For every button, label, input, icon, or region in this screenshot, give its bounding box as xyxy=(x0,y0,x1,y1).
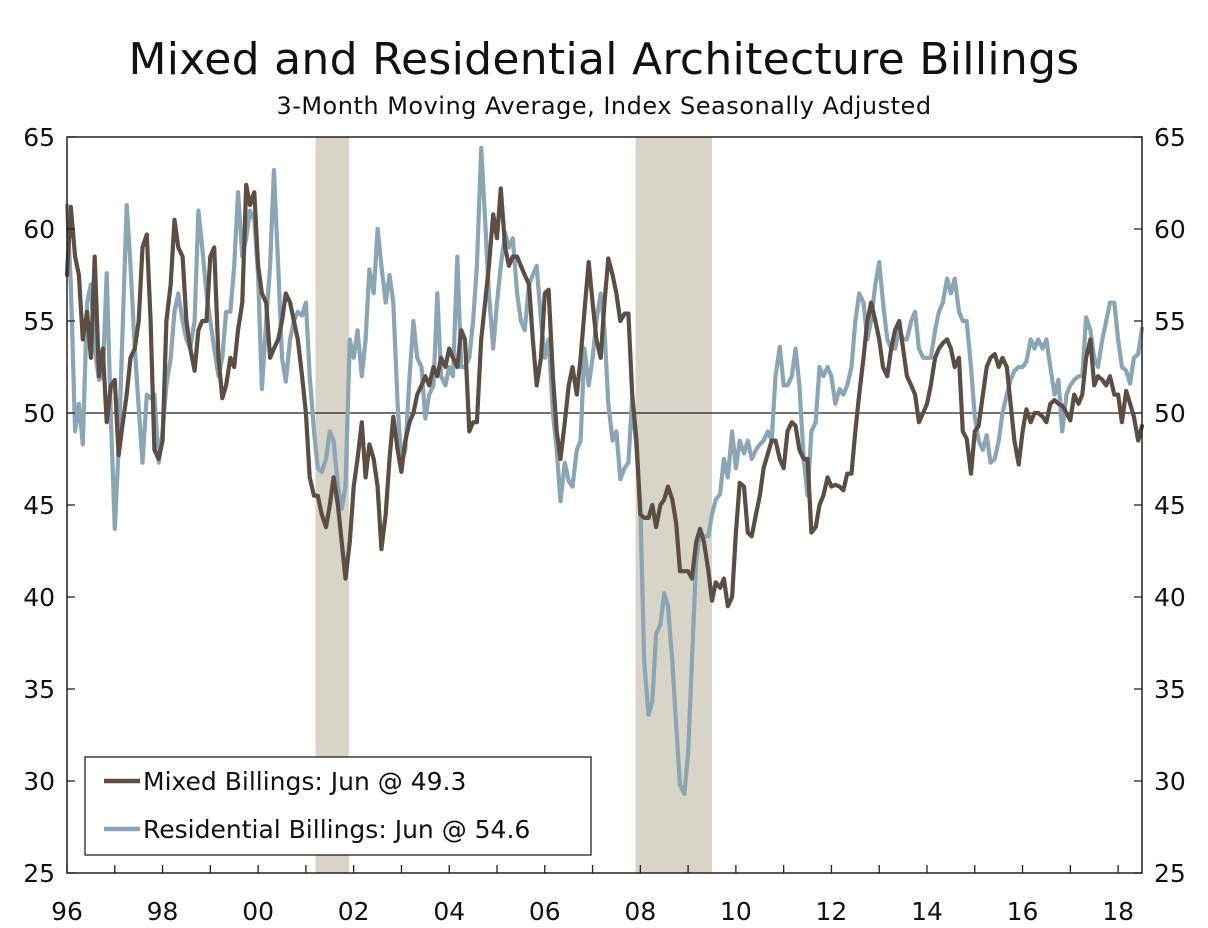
y-tick-label-left: 65 xyxy=(23,123,55,152)
y-tick-label-right: 55 xyxy=(1154,307,1186,336)
y-tick-label-right: 25 xyxy=(1154,859,1186,888)
x-tick-label: 16 xyxy=(1007,897,1039,926)
x-tick-label: 18 xyxy=(1102,897,1134,926)
legend: Mixed Billings: Jun @ 49.3 Residential B… xyxy=(84,756,592,856)
y-tick-label-left: 35 xyxy=(23,675,55,704)
y-tick-label-right: 30 xyxy=(1154,767,1186,796)
x-tick-label: 06 xyxy=(529,897,561,926)
x-tick-label: 04 xyxy=(433,897,465,926)
x-tick-label: 08 xyxy=(624,897,656,926)
y-tick-label-left: 50 xyxy=(23,399,55,428)
legend-label-residential: Residential Billings: Jun @ 54.6 xyxy=(143,815,530,844)
y-tick-label-left: 55 xyxy=(23,307,55,336)
x-tick-label: 14 xyxy=(911,897,943,926)
series-lines xyxy=(64,145,1145,796)
series-line-mixed-billings xyxy=(64,182,1145,609)
x-tick-label: 00 xyxy=(242,897,274,926)
y-tick-label-right: 50 xyxy=(1154,399,1186,428)
y-tick-label-right: 45 xyxy=(1154,491,1186,520)
y-tick-label-right: 60 xyxy=(1154,215,1186,244)
y-tick-label-left: 30 xyxy=(23,767,55,796)
axis-ticks: 25 25 30 30 35 35 40 40 45 45 50 50 55 55 60 60 65 65 96 98… xyxy=(23,123,1186,926)
x-tick-label: 10 xyxy=(720,897,752,926)
chart-subtitle: 3-Month Moving Average, Index Seasonally… xyxy=(276,92,932,120)
x-tick-label: 02 xyxy=(338,897,370,926)
y-tick-label-left: 60 xyxy=(23,215,55,244)
chart-title: Mixed and Residential Architecture Billi… xyxy=(128,34,1080,85)
y-tick-label-left: 25 xyxy=(23,859,55,888)
y-tick-label-right: 65 xyxy=(1154,123,1186,152)
x-tick-label: 98 xyxy=(147,897,179,926)
y-tick-label-left: 45 xyxy=(23,491,55,520)
legend-box xyxy=(84,756,592,856)
y-tick-label-right: 35 xyxy=(1154,675,1186,704)
legend-label-mixed: Mixed Billings: Jun @ 49.3 xyxy=(143,767,466,796)
y-tick-label-right: 40 xyxy=(1154,583,1186,612)
y-tick-label-left: 40 xyxy=(23,583,55,612)
x-tick-label: 96 xyxy=(51,897,83,926)
x-tick-label: 12 xyxy=(816,897,848,926)
series-line-residential-billings xyxy=(64,145,1145,796)
